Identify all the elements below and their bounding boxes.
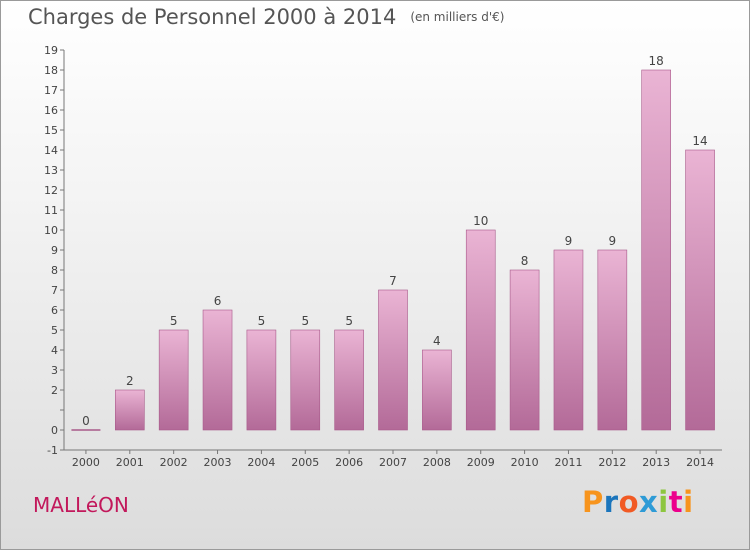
logo-letter: o	[618, 485, 640, 519]
y-tick-label: 5	[51, 324, 58, 337]
bar	[553, 249, 584, 431]
bar	[597, 249, 628, 431]
title-text: Charges de Personnel 2000 à 2014	[28, 5, 397, 29]
bar	[509, 269, 540, 431]
bar	[115, 389, 145, 431]
x-tick-label: 2007	[379, 456, 407, 469]
y-tick-label: 4	[51, 344, 58, 357]
y-tick-label: 18	[44, 64, 58, 77]
y-tick-label: 0	[51, 424, 58, 437]
y-tick-label: 16	[44, 104, 58, 117]
unit-note: (en milliers d'€)	[410, 10, 505, 24]
y-tick-label: 3	[51, 364, 58, 377]
x-tick-label: 2010	[511, 456, 539, 469]
y-tick-label: -1	[47, 444, 58, 457]
data-label: 5	[301, 314, 309, 328]
bar	[641, 69, 672, 431]
data-label: 14	[692, 134, 707, 148]
data-label: 5	[170, 314, 178, 328]
data-label: 7	[389, 274, 397, 288]
x-tick-label: 2002	[160, 456, 188, 469]
data-label: 5	[345, 314, 353, 328]
x-tick-label: 2013	[642, 456, 670, 469]
y-tick-label: 8	[51, 264, 58, 277]
commune-name: MALLéON	[33, 493, 129, 517]
y-tick-label: 17	[44, 84, 58, 97]
data-label: 2	[126, 374, 134, 388]
data-label: 9	[609, 234, 617, 248]
y-tick-label: 12	[44, 184, 58, 197]
bar	[158, 329, 189, 431]
chart-title: Charges de Personnel 2000 à 2014 (en mill…	[28, 5, 504, 29]
logo-letter: i	[683, 485, 694, 519]
x-tick-label: 2009	[467, 456, 495, 469]
y-tick-label: 2	[51, 384, 58, 397]
bar	[290, 329, 321, 431]
data-label: 6	[214, 294, 222, 308]
logo-letter: r	[603, 485, 619, 519]
logo-letter: x	[639, 485, 659, 519]
data-label: 9	[565, 234, 573, 248]
y-tick-label: 19	[44, 44, 58, 57]
y-tick-label: 14	[44, 144, 58, 157]
bar	[334, 329, 364, 431]
x-tick-label: 2012	[598, 456, 626, 469]
data-label: 18	[649, 54, 664, 68]
x-tick-label: 2001	[116, 456, 144, 469]
x-tick-label: 2004	[247, 456, 275, 469]
bar	[465, 229, 496, 431]
logo-letter: P	[582, 485, 604, 519]
y-tick-label: 9	[51, 244, 58, 257]
data-label: 8	[521, 254, 529, 268]
x-tick-label: 2011	[554, 456, 582, 469]
logo-letter: i	[658, 485, 669, 519]
x-tick-label: 2006	[335, 456, 363, 469]
x-tick-label: 2005	[291, 456, 319, 469]
y-tick-label: 7	[51, 284, 58, 297]
data-label: 10	[473, 214, 488, 228]
y-tick-label: 13	[44, 164, 58, 177]
data-label: 4	[433, 334, 441, 348]
y-tick-label: 10	[44, 224, 58, 237]
x-tick-label: 2000	[72, 456, 100, 469]
data-label: 0	[82, 414, 90, 428]
bar	[246, 329, 277, 431]
data-label: 5	[258, 314, 266, 328]
bar	[378, 289, 408, 431]
x-tick-label: 2008	[423, 456, 451, 469]
bar	[202, 309, 233, 431]
y-tick-label: 15	[44, 124, 58, 137]
y-tick-label: 11	[44, 204, 58, 217]
bar	[422, 349, 452, 431]
bar	[685, 149, 715, 431]
x-tick-label: 2014	[686, 456, 714, 469]
y-tick-label: 6	[51, 304, 58, 317]
x-tick-label: 2003	[204, 456, 232, 469]
proxiti-logo: Proxiti	[582, 485, 694, 519]
logo-letter: t	[668, 485, 684, 519]
